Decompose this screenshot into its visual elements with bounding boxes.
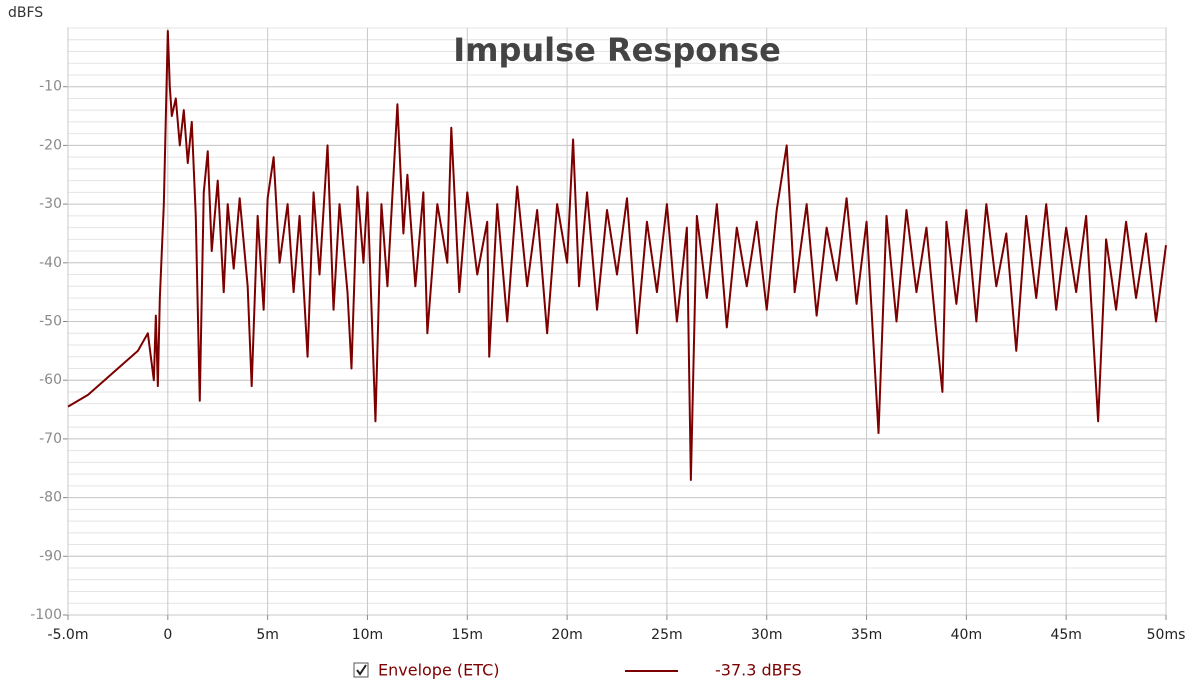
x-tick-label: 5m [256,627,279,643]
x-tick-label: 15m [452,627,483,643]
y-tick-label: -80 [39,490,62,506]
y-tick-label: -10 [39,79,62,95]
grid [63,27,1167,620]
x-tick-label: -5.0m [48,627,89,643]
x-tick-label: 35m [851,627,882,643]
x-tick-label: 0 [163,627,172,643]
y-tick-label: -90 [39,548,62,564]
x-tick-label: 50ms [1147,627,1186,643]
x-tick-label: 40m [951,627,982,643]
x-tick-label: 45m [1050,627,1081,643]
y-tick-label: -100 [30,607,62,623]
y-tick-label: -40 [39,255,62,271]
y-tick-label: -30 [39,196,62,212]
x-tick-label: 30m [751,627,782,643]
series-line [67,29,1167,481]
y-tick-label: -70 [39,431,62,447]
marks [67,29,1167,481]
chart-title: Impulse Response [453,31,781,69]
y-tick-label: -50 [39,314,62,330]
y-axis-label: dBFS [8,5,43,21]
legend-readout: -37.3 dBFS [715,661,802,680]
checkmark [356,664,367,676]
legend-label: Envelope (ETC) [378,661,499,680]
y-tick-label: -20 [39,137,62,153]
x-tick-label: 20m [551,627,582,643]
y-tick-label: -60 [39,372,62,388]
x-tick-label: 10m [352,627,383,643]
x-tick-label: 25m [651,627,682,643]
legend: Envelope (ETC) -37.3 dBFS [353,661,802,680]
